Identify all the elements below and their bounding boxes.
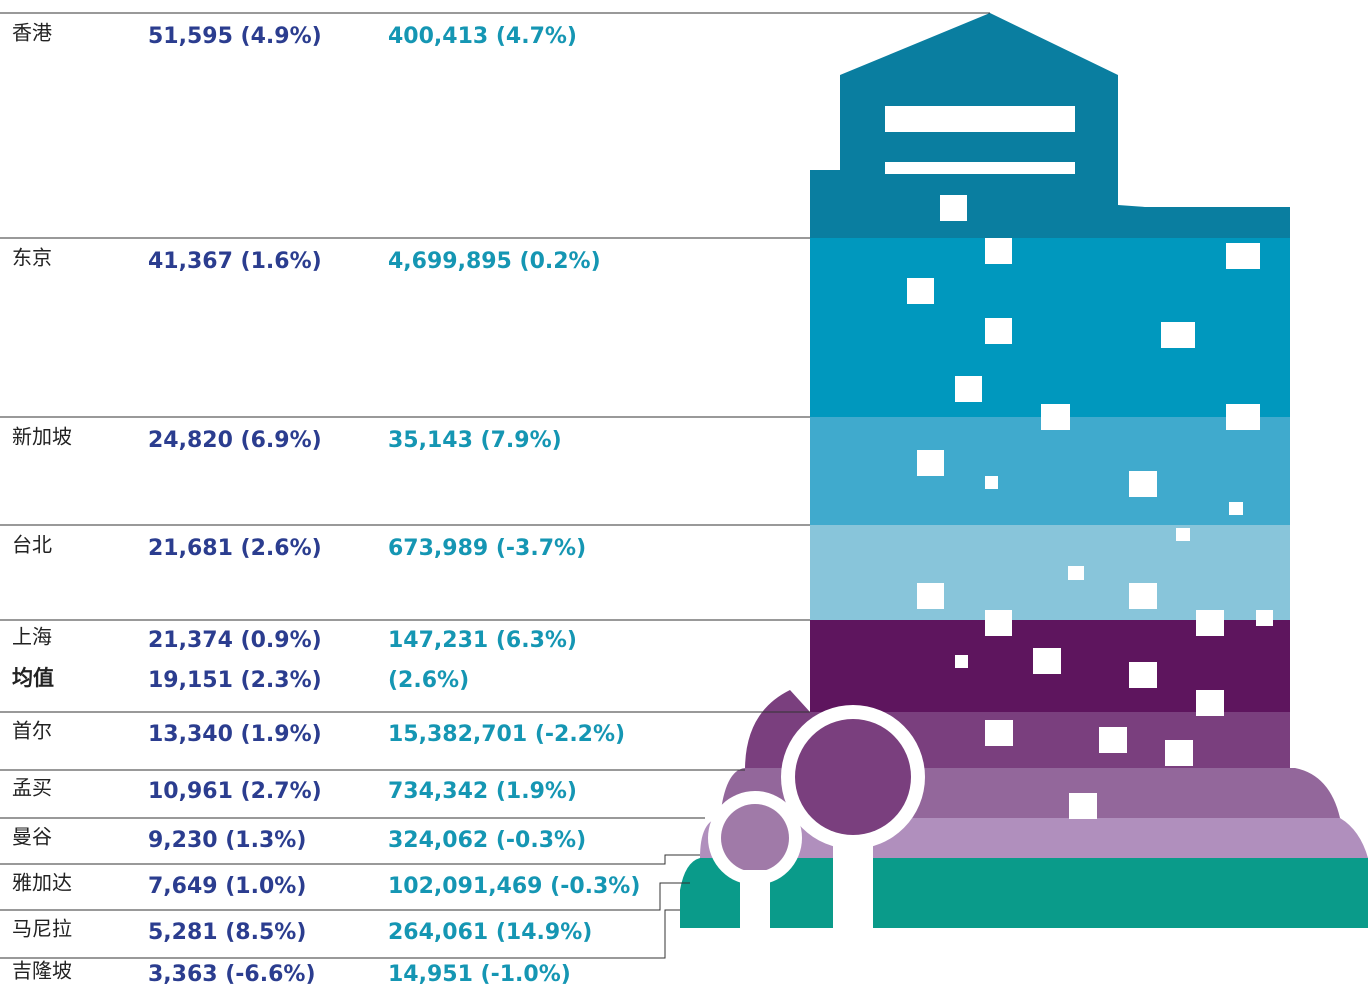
city-label: 东京 [12,246,52,270]
row-separator [0,854,700,865]
row-separator [0,882,690,911]
value-primary: 41,367 (1.6%) [148,249,322,274]
city-label: 台北 [12,533,52,557]
city-label: 首尔 [12,719,52,743]
value-secondary: 15,382,701 (-2.2%) [388,722,625,747]
value-primary: 21,374 (0.9%) [148,628,322,653]
tree-crown [795,719,911,835]
tree-trunk [740,870,770,930]
value-primary: 51,595 (4.9%) [148,24,322,49]
tree-crown [721,804,789,872]
city-label: 吉隆坡 [12,959,72,983]
city-label: 新加坡 [12,425,72,449]
band [810,238,1290,417]
average-primary: 19,151 (2.3%) [148,668,322,693]
city-label: 上海 [12,625,52,649]
row-separator [0,909,680,959]
value-primary: 7,649 (1.0%) [148,874,306,899]
average-secondary: (2.6%) [388,668,469,693]
value-primary: 21,681 (2.6%) [148,536,322,561]
value-secondary: 264,061 (14.9%) [388,920,592,945]
windows [885,106,1273,819]
average-label: 均值 [12,666,54,690]
value-secondary: 324,062 (-0.3%) [388,828,586,853]
value-secondary: 734,342 (1.9%) [388,779,577,804]
city-label: 马尼拉 [12,917,72,941]
value-primary: 13,340 (1.9%) [148,722,322,747]
value-primary: 3,363 (-6.6%) [148,962,316,987]
city-label: 孟买 [12,776,52,800]
band [810,417,1290,525]
value-secondary: 400,413 (4.7%) [388,24,577,49]
table: 香港 51,595 (4.9%) 400,413 (4.7%) 东京 41,367 (1… [0,12,990,987]
value-secondary: 35,143 (7.9%) [388,428,562,453]
value-primary: 5,281 (8.5%) [148,920,306,945]
value-secondary: 4,699,895 (0.2%) [388,249,601,274]
value-primary: 9,230 (1.3%) [148,828,306,853]
value-primary: 10,961 (2.7%) [148,779,322,804]
value-secondary: 102,091,469 (-0.3%) [388,874,640,899]
building-illustration [680,13,1368,930]
value-secondary: 673,989 (-3.7%) [388,536,586,561]
band [810,525,1290,620]
city-label: 香港 [12,21,52,45]
city-label: 雅加达 [12,871,72,895]
value-secondary: 14,951 (-1.0%) [388,962,571,987]
city-label: 曼谷 [12,825,52,849]
tree-trunk [833,840,873,930]
value-secondary: 147,231 (6.3%) [388,628,577,653]
tower-step [810,170,850,238]
value-primary: 24,820 (6.9%) [148,428,322,453]
